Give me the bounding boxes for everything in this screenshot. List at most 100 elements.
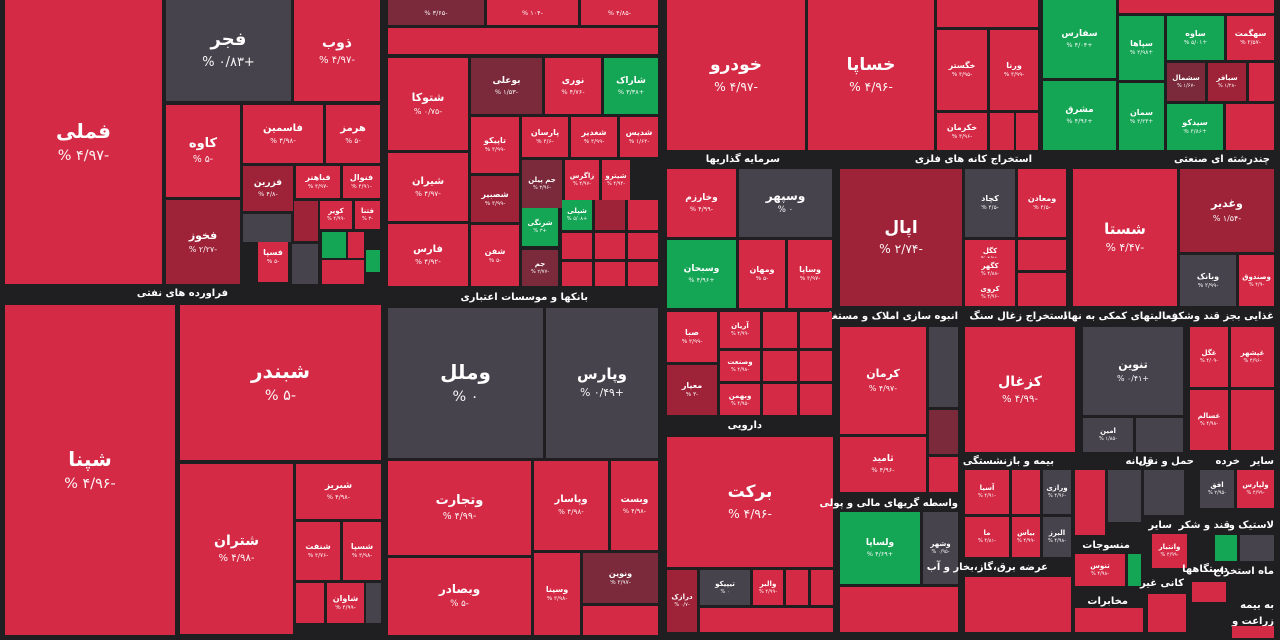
- tile-sepaha[interactable]: سپاها +۴/۹۸ %: [1119, 16, 1164, 80]
- tile-albrz[interactable]: البرز -۴/۹۸ %: [1043, 517, 1071, 557]
- tile-kgohar[interactable]: کگهر -۴/۸۸ %: [965, 258, 1015, 282]
- tile-small-j3[interactable]: [763, 351, 797, 381]
- tile-small-c9[interactable]: [388, 28, 658, 54]
- tile-shesabir[interactable]: شصبیر -۴/۹۹ %: [471, 176, 519, 222]
- tile-bouali[interactable]: بوعلی -۱/۵۳ %: [471, 58, 542, 114]
- tile-small-c1[interactable]: [595, 200, 625, 230]
- tile-small-f1[interactable]: [1249, 63, 1274, 101]
- tile-safares[interactable]: سفارس +۴/۰۴ %: [1043, 0, 1116, 78]
- tile-small-e1[interactable]: [937, 0, 1038, 27]
- tile-shavan[interactable]: شاوان -۴/۹۹ %: [327, 583, 364, 623]
- tile-small-o9[interactable]: [1192, 582, 1226, 602]
- tile-vaetebar[interactable]: وانتبار -۴/۹۹ %: [1152, 534, 1187, 568]
- tile-fazar[interactable]: فزرین -۴/۸ %: [243, 166, 293, 211]
- tile-valir[interactable]: والبر -۴/۹۹ %: [753, 570, 783, 605]
- tile-shedis[interactable]: شدیس -۱/۶۴ %: [620, 117, 658, 157]
- tile-vabank[interactable]: وبانک -۲/۹۹ %: [1180, 255, 1236, 306]
- tile-small-o3[interactable]: [1144, 470, 1184, 515]
- tile-meyar[interactable]: معیار -۳ %: [667, 365, 717, 415]
- tile-fabahar[interactable]: فباهنر -۴/۹۷ %: [296, 166, 340, 198]
- tile-kavir[interactable]: کویر -۴/۹۹ %: [320, 201, 352, 229]
- tile-seba[interactable]: صبا -۴/۹۹ %: [667, 312, 717, 362]
- tile-tapiko[interactable]: تاپیکو -۴/۹۹ %: [471, 117, 519, 173]
- tile-vaghadir[interactable]: وغدیر -۱/۵۴ %: [1180, 169, 1274, 252]
- tile-small-d1[interactable]: [583, 606, 658, 635]
- tile-small-e3[interactable]: [1016, 113, 1038, 150]
- tile-zob[interactable]: ذوب -۴/۹۷ %: [294, 0, 380, 101]
- tile-valaspa[interactable]: ولپارس -۴/۹۹ %: [1237, 470, 1274, 508]
- tile-small-c7[interactable]: [595, 262, 625, 286]
- tile-shedor[interactable]: شغدیر -۴/۹۹ %: [571, 117, 617, 157]
- tile-asia[interactable]: آسیا -۴/۹۱ %: [965, 470, 1009, 514]
- tile-kazghal[interactable]: کزغال -۴/۹۹ %: [965, 327, 1075, 452]
- tile-fanval[interactable]: فنوال -۴/۹۱ %: [343, 166, 380, 198]
- tile-small-o7[interactable]: [1215, 535, 1237, 561]
- tile-velsapa[interactable]: ولساپا +۴/۶۹ %: [840, 512, 920, 584]
- tile-vesapa[interactable]: وساپا -۴/۹۷ %: [788, 240, 832, 308]
- tile-vesebhan[interactable]: وسبحان +۴/۹۶ %: [667, 240, 736, 308]
- tile-hormoz[interactable]: هرمز -۵ %: [326, 105, 380, 163]
- tile-sabidko[interactable]: سیدکو +۴/۸۶ %: [1167, 104, 1223, 150]
- tile-small-b2[interactable]: [366, 583, 381, 623]
- tile-khvarna[interactable]: ورنا -۴/۹۹ %: [990, 30, 1038, 110]
- tile-small-f3[interactable]: [1119, 0, 1274, 13]
- tile-sava[interactable]: ساوه +۵/۰۱ %: [1167, 16, 1224, 60]
- tile-small-l2[interactable]: [1231, 390, 1274, 450]
- tile-khodro[interactable]: خودرو -۴/۹۷ %: [667, 0, 805, 150]
- tile-shetro[interactable]: شیترو -۴/۹۴ %: [602, 160, 630, 200]
- tile-small-c8[interactable]: [628, 262, 658, 286]
- tile-kave[interactable]: کاوه -۵ %: [166, 105, 240, 197]
- tile-shetoka[interactable]: شتوکا -۰/۷۵ %: [388, 58, 468, 150]
- tile-vamahan[interactable]: ومهان -۵ %: [739, 240, 785, 308]
- tile-shetoli[interactable]: شپلی +۵/۰۸ %: [562, 200, 592, 230]
- tile-shiran[interactable]: شیران -۴/۹۷ %: [388, 153, 468, 221]
- tile-small-j4[interactable]: [800, 351, 832, 381]
- tile-bimas[interactable]: بیاس -۴/۹۹ %: [1012, 517, 1040, 557]
- tile-small-j6[interactable]: [800, 384, 832, 415]
- tile-vesepehr[interactable]: وسپهر ۰ %: [739, 169, 832, 237]
- tile-sharak[interactable]: شاراک +۳/۳۸ %: [604, 58, 658, 114]
- tile-kchad[interactable]: کچاد -۴/۵ %: [965, 169, 1015, 237]
- tile-fatna[interactable]: فتنا -۳ %: [355, 201, 380, 229]
- tile-noori[interactable]: نوری -۴/۷۶ %: [545, 58, 601, 114]
- tile-small-c4[interactable]: [595, 233, 625, 259]
- tile-vasanat[interactable]: وصنعت -۴/۹۸ %: [720, 351, 760, 381]
- tile-vakharazm[interactable]: وخارزم -۴/۹۹ %: [667, 169, 736, 237]
- tile-small-j2[interactable]: [800, 312, 832, 348]
- tile-ghasalam[interactable]: غسالم -۴/۹۸ %: [1190, 390, 1228, 450]
- tile-parsan[interactable]: پارسان -۴/۶ %: [522, 117, 568, 157]
- tile-small-o5[interactable]: [1075, 608, 1143, 632]
- tile-vebsader[interactable]: وبصادر -۵ %: [388, 558, 531, 635]
- tile-shasta[interactable]: شستا -۴/۴۷ %: [1073, 169, 1177, 306]
- tile-small-m3[interactable]: [700, 608, 833, 632]
- tile-small-a6[interactable]: [366, 250, 380, 272]
- tile-b3[interactable]: -۴/۸۵ %: [581, 0, 658, 25]
- tile-sharanki[interactable]: شرنگی +۳ %: [522, 208, 558, 246]
- tile-fars[interactable]: فارس -۴/۹۲ %: [388, 224, 468, 286]
- tile-fkhooz[interactable]: فخوز -۲/۲۷ %: [166, 200, 240, 284]
- tile-vamelal[interactable]: وملل ۰ %: [388, 308, 543, 458]
- tile-small-e2[interactable]: [990, 113, 1014, 150]
- tile-sahkeht[interactable]: سهگمت -۲/۵۷ %: [1227, 16, 1274, 60]
- tile-small-c5[interactable]: [628, 233, 658, 259]
- tile-fameli[interactable]: فملی -۴/۹۷ %: [5, 0, 162, 284]
- tile-vepars[interactable]: وپارس +۰/۴۹ %: [546, 308, 658, 458]
- tile-small-m1[interactable]: [786, 570, 808, 605]
- tile-tipiko[interactable]: تیپیکو ۰ %: [700, 570, 750, 605]
- tile-small-o8[interactable]: [1240, 535, 1274, 561]
- tile-arian[interactable]: آریان -۴/۹۹ %: [720, 312, 760, 348]
- tile-faghasemin[interactable]: فاسمین -۴/۹۸ %: [243, 105, 323, 163]
- tile-small-o2[interactable]: [1108, 470, 1141, 522]
- tile-small-j1[interactable]: [763, 312, 797, 348]
- tile-small-o10[interactable]: [1232, 626, 1274, 638]
- tile-kerman[interactable]: کرمان -۴/۹۷ %: [840, 327, 926, 434]
- tile-shefan[interactable]: شفن -۵ %: [471, 225, 519, 286]
- tile-small-n1[interactable]: [1012, 470, 1040, 514]
- tile-vanovin[interactable]: ونوین -۲/۹۷ %: [583, 553, 658, 603]
- tile-vebsat[interactable]: وبست -۴/۹۸ %: [611, 461, 658, 550]
- tile-small-j5[interactable]: [763, 384, 797, 415]
- tile-gol[interactable]: غگل -۴/۰۹ %: [1190, 327, 1228, 387]
- tile-zagros[interactable]: زاگرس -۴/۹۷ %: [565, 160, 599, 200]
- tile-vepasar[interactable]: وپاسار -۴/۹۸ %: [534, 461, 608, 550]
- tile-small-l1[interactable]: [1136, 418, 1183, 452]
